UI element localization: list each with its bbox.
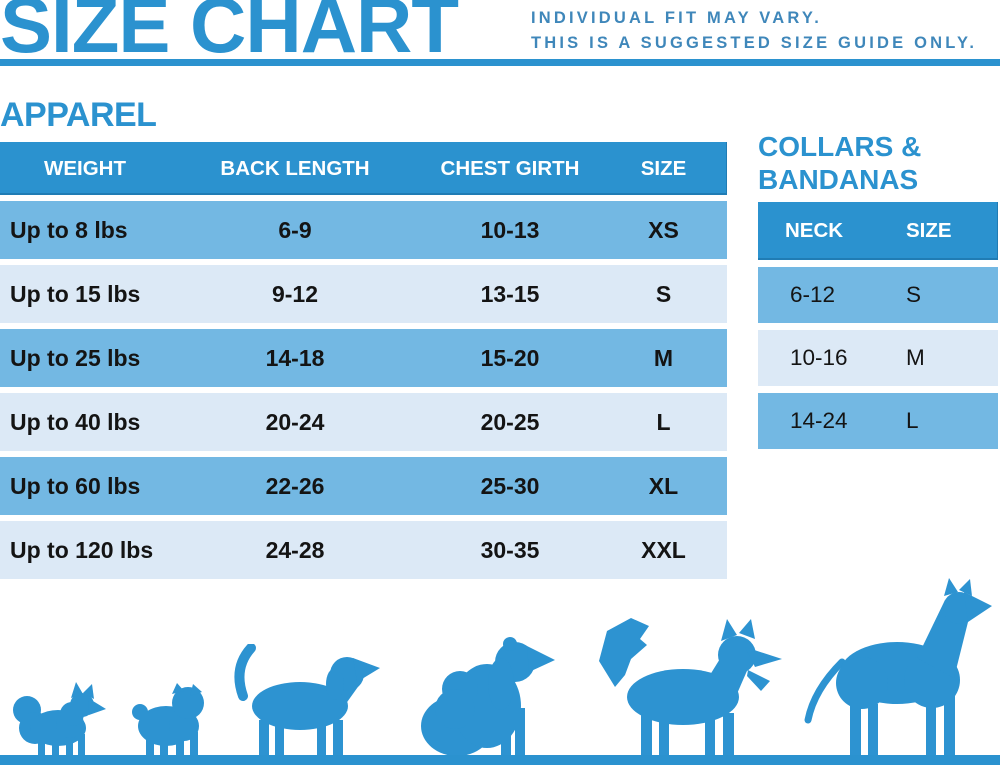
table-row: 14-24 L: [758, 393, 998, 449]
page-title: SIZE CHART: [0, 0, 459, 69]
neck-cell: 14-24: [790, 408, 848, 433]
table-row: Up to 40 lbs 20-24 20-25 L: [0, 393, 727, 451]
back-length-cell: 14-18: [265, 344, 325, 371]
weight-cell: Up to 8 lbs: [10, 216, 128, 243]
neck-cell: 6-12: [790, 282, 836, 307]
chest-girth-cell: 13-15: [480, 280, 540, 307]
table-row: 10-16 M: [758, 330, 998, 386]
back-length-cell: 6-9: [278, 216, 312, 243]
disclaimer-text: INDIVIDUAL FIT MAY VARY. THIS IS A SUGGE…: [531, 6, 977, 56]
apparel-section-heading: APPAREL: [0, 96, 157, 134]
size-cell: S: [655, 280, 672, 307]
dog-beagle-icon: [234, 644, 380, 756]
size-cell: S: [906, 282, 922, 307]
column-header-back-length: BACK LENGTH: [220, 156, 370, 180]
disclaimer-line-1: INDIVIDUAL FIT MAY VARY.: [531, 9, 823, 27]
size-cell: XXL: [641, 536, 686, 563]
collars-size-table: NECK SIZE 6-12 S 10-16 M 14-24 L: [758, 202, 998, 449]
weight-cell: Up to 25 lbs: [10, 344, 141, 371]
size-cell: L: [656, 408, 671, 435]
collars-section-heading: COLLARS & BANDANAS: [758, 130, 921, 196]
dog-husky-icon: [599, 618, 782, 756]
chest-girth-cell: 15-20: [480, 344, 540, 371]
weight-cell: Up to 60 lbs: [10, 472, 141, 499]
size-cell: M: [906, 345, 925, 370]
collars-table-body: 6-12 S 10-16 M 14-24 L: [758, 267, 998, 449]
dog-pomeranian-icon: [13, 682, 106, 756]
table-row: Up to 25 lbs 14-18 15-20 M: [0, 329, 727, 387]
back-length-cell: 22-26: [265, 472, 325, 499]
apparel-table-header-row: WEIGHT BACK LENGTH CHEST GIRTH SIZE: [0, 142, 727, 195]
chest-girth-cell: 25-30: [480, 472, 540, 499]
table-row: Up to 120 lbs 24-28 30-35 XXL: [0, 521, 727, 579]
disclaimer-line-2: THIS IS A SUGGESTED SIZE GUIDE ONLY.: [531, 34, 978, 52]
table-row: Up to 15 lbs 9-12 13-15 S: [0, 265, 727, 323]
table-row: 6-12 S: [758, 267, 998, 323]
size-cell: L: [906, 408, 919, 433]
collars-table-header-row: NECK SIZE: [758, 202, 998, 260]
dog-cocker-spaniel-icon: [421, 637, 555, 756]
column-header-size: SIZE: [640, 156, 687, 180]
chest-girth-cell: 20-25: [480, 408, 540, 435]
apparel-size-table: WEIGHT BACK LENGTH CHEST GIRTH SIZE Up t…: [0, 142, 727, 579]
column-header-chest-girth: CHEST GIRTH: [440, 156, 580, 180]
weight-cell: Up to 120 lbs: [10, 536, 154, 563]
table-row: Up to 60 lbs 22-26 25-30 XL: [0, 457, 727, 515]
chest-girth-cell: 30-35: [480, 536, 540, 563]
back-length-cell: 24-28: [265, 536, 325, 563]
back-length-cell: 9-12: [271, 280, 319, 307]
dog-great-dane-icon: [804, 578, 992, 756]
collars-heading-line-1: COLLARS &: [758, 131, 922, 162]
weight-cell: Up to 40 lbs: [10, 408, 141, 435]
apparel-table-body: Up to 8 lbs 6-9 10-13 XS Up to 15 lbs 9-…: [0, 201, 727, 579]
collars-heading-line-2: BANDANAS: [758, 164, 919, 195]
title-underline-divider: [0, 59, 1000, 66]
neck-cell: 10-16: [790, 345, 848, 370]
dog-pug-icon: [132, 683, 204, 756]
chest-girth-cell: 10-13: [480, 216, 540, 243]
column-header-weight: WEIGHT: [44, 156, 126, 180]
column-header-size: SIZE: [906, 219, 952, 242]
back-length-cell: 20-24: [265, 408, 325, 435]
weight-cell: Up to 15 lbs: [10, 280, 141, 307]
size-cell: XS: [648, 216, 679, 243]
column-header-neck: NECK: [785, 219, 844, 242]
size-cell: M: [653, 344, 674, 371]
size-cell: XL: [648, 472, 679, 499]
ground-line-divider: [0, 755, 1000, 765]
table-row: Up to 8 lbs 6-9 10-13 XS: [0, 201, 727, 259]
